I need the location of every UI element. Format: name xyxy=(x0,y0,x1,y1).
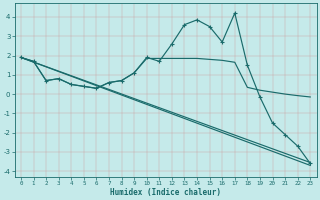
X-axis label: Humidex (Indice chaleur): Humidex (Indice chaleur) xyxy=(110,188,221,197)
